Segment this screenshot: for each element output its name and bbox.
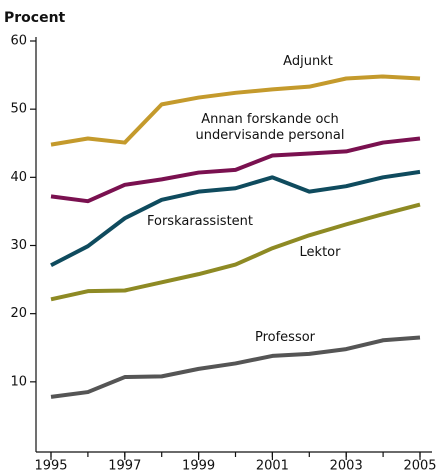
series-label: Annan forskande och undervisande persona… xyxy=(195,112,345,143)
y-tick-label: 20 xyxy=(10,306,27,321)
x-tick-label: 2005 xyxy=(403,459,436,474)
y-tick-label: 60 xyxy=(10,34,27,49)
y-tick-label: 40 xyxy=(10,170,27,185)
series-line xyxy=(50,335,421,399)
x-tick-label: 2001 xyxy=(256,459,289,474)
series-line xyxy=(50,136,421,204)
series-line xyxy=(50,74,421,147)
x-tick-label: 2003 xyxy=(330,459,363,474)
series-line xyxy=(50,169,421,268)
series-label: Lektor xyxy=(299,245,341,260)
x-tick-label: 1999 xyxy=(182,459,215,474)
series-line xyxy=(50,202,421,302)
series-label: Forskarassistent xyxy=(146,214,254,229)
y-tick-label: 30 xyxy=(10,238,27,253)
series-label: Adjunkt xyxy=(283,54,333,69)
x-tick-label: 1997 xyxy=(108,459,141,474)
y-axis-label: Procent xyxy=(4,10,66,26)
y-tick-label: 10 xyxy=(10,374,27,389)
x-tick-label: 1995 xyxy=(34,459,67,474)
y-tick-label: 50 xyxy=(10,102,27,117)
series-label: Professor xyxy=(254,330,316,345)
